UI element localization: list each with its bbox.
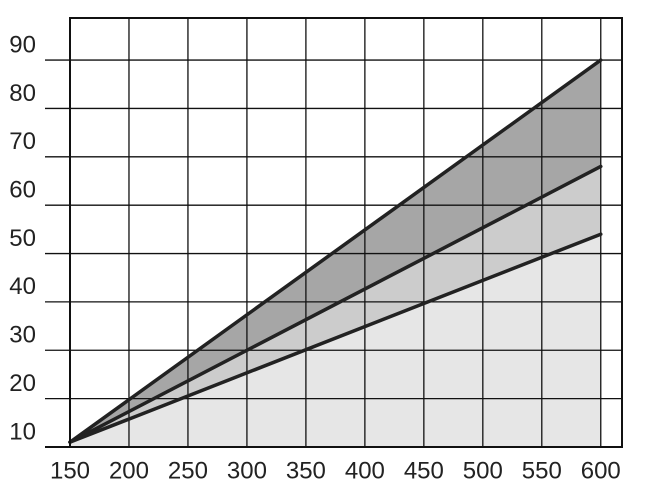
line bbox=[68, 58, 603, 444]
x-tick-label: 150 bbox=[50, 457, 90, 484]
y-tick-label: 70 bbox=[9, 128, 36, 155]
plot-frame bbox=[69, 17, 623, 448]
x-tick-label: 350 bbox=[286, 457, 326, 484]
y-tick-label: 60 bbox=[9, 177, 36, 204]
x-tick-label: 250 bbox=[168, 457, 208, 484]
y-tick-label: 40 bbox=[9, 273, 36, 300]
y-tick-label: 50 bbox=[9, 225, 36, 252]
y-tick-label: 20 bbox=[9, 370, 36, 397]
line bbox=[68, 164, 603, 444]
x-tick-label: 400 bbox=[345, 457, 385, 484]
y-tick-label: 90 bbox=[9, 31, 36, 58]
y-tick-label: 10 bbox=[9, 418, 36, 445]
x-tick-label: 200 bbox=[109, 457, 149, 484]
x-tick-label: 550 bbox=[522, 457, 562, 484]
y-tick-label: 30 bbox=[9, 322, 36, 349]
x-tick-label: 450 bbox=[404, 457, 444, 484]
y-tick-label: 80 bbox=[9, 80, 36, 107]
x-tick-label: 600 bbox=[581, 457, 621, 484]
x-tick-label: 500 bbox=[463, 457, 503, 484]
line bbox=[68, 232, 603, 444]
x-tick-label: 300 bbox=[227, 457, 267, 484]
